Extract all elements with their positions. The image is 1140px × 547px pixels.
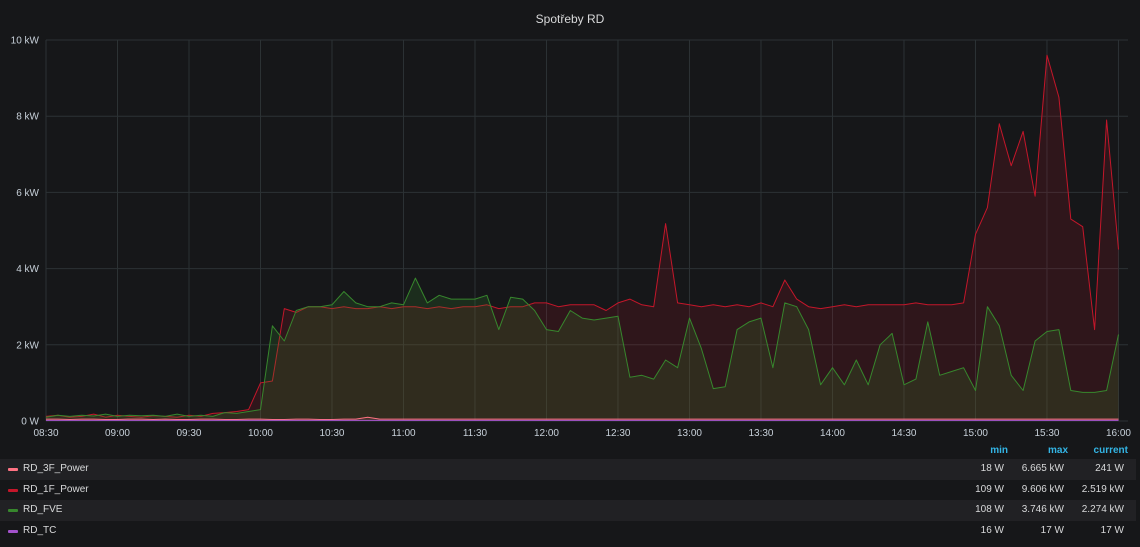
legend-header-max[interactable]: max [1047, 445, 1068, 456]
legend-row-rd-fve[interactable]: RD_FVE 108 W 3.746 kW 2.274 kW [0, 500, 1136, 521]
series-area-rd-1f-power [46, 55, 1119, 421]
y-tick-label: 6 kW [16, 188, 39, 199]
legend-max-value: 17 W [1040, 524, 1064, 536]
legend-current-value: 241 W [1095, 463, 1124, 474]
x-tick-label: 14:30 [891, 428, 916, 439]
legend: min max current RD_3F_Power 18 W 6.665 k… [0, 445, 1140, 541]
series-area-rd-fve [46, 278, 1119, 421]
x-tick-label: 13:00 [677, 428, 702, 439]
x-tick-label: 14:00 [820, 428, 845, 439]
legend-min-value: 18 W [980, 463, 1004, 474]
legend-row-rd-3f-power[interactable]: RD_3F_Power 18 W 6.665 kW 241 W [0, 459, 1136, 480]
legend-current-value: 17 W [1100, 524, 1124, 536]
legend-max-value: 6.665 kW [1021, 463, 1064, 474]
legend-row-rd-1f-power[interactable]: RD_1F_Power 109 W 9.606 kW 2.519 kW [0, 480, 1136, 501]
x-tick-label: 13:30 [748, 428, 773, 439]
x-tick-label: 16:00 [1106, 428, 1131, 439]
grid [45, 39, 1128, 422]
x-tick-label: 11:00 [391, 428, 416, 439]
legend-series-name[interactable]: RD_TC [23, 524, 57, 536]
legend-series-name[interactable]: RD_FVE [23, 504, 63, 515]
legend-header-current[interactable]: current [1093, 445, 1128, 456]
x-tick-label: 15:30 [1034, 428, 1059, 439]
legend-row-rd-tc[interactable]: RD_TC 16 W 17 W 17 W [0, 521, 1136, 542]
series-color-swatch[interactable] [8, 509, 18, 512]
y-tick-label: 2 kW [16, 340, 39, 351]
legend-min-value: 109 W [975, 483, 1004, 495]
x-axis: 08:30 09:00 09:30 10:00 10:30 11:00 11:30 12:00… [33, 428, 1131, 439]
legend-current-value: 2.519 kW [1081, 483, 1124, 495]
power-chart[interactable]: 0 W 2 kW 4 kW 6 kW 8 kW 10 kW 08:30 09:00 09:30… [0, 0, 1140, 445]
x-tick-label: 12:00 [534, 428, 559, 439]
y-tick-label: 0 W [21, 417, 39, 428]
legend-series-name[interactable]: RD_3F_Power [23, 463, 89, 474]
legend-header-min[interactable]: min [990, 445, 1008, 456]
x-tick-label: 12:30 [605, 428, 630, 439]
y-tick-label: 10 kW [11, 36, 40, 47]
panel-title: Spotřeby RD [535, 12, 605, 26]
legend-min-value: 16 W [980, 524, 1004, 536]
x-tick-label: 09:00 [105, 428, 130, 439]
y-tick-label: 8 kW [16, 112, 39, 123]
series-color-swatch[interactable] [8, 529, 18, 533]
series-color-swatch[interactable] [8, 468, 18, 471]
legend-max-value: 9.606 kW [1021, 483, 1064, 495]
legend-series-name[interactable]: RD_1F_Power [23, 483, 89, 495]
y-axis: 0 W 2 kW 4 kW 6 kW 8 kW 10 kW [11, 36, 40, 428]
x-tick-label: 08:30 [33, 428, 58, 439]
series-layer [45, 54, 1119, 421]
legend-max-value: 3.746 kW [1021, 504, 1064, 515]
y-tick-label: 4 kW [16, 264, 39, 275]
x-tick-label: 11:30 [463, 428, 488, 439]
series-line-rd-fve [45, 277, 1119, 418]
x-tick-label: 10:30 [319, 428, 344, 439]
x-tick-label: 15:00 [963, 428, 988, 439]
x-tick-label: 10:00 [248, 428, 273, 439]
legend-current-value: 2.274 kW [1081, 504, 1124, 515]
series-line-rd-3f-power [46, 416, 1119, 420]
series-color-swatch[interactable] [8, 488, 18, 492]
x-tick-label: 09:30 [176, 428, 201, 439]
legend-min-value: 108 W [975, 504, 1004, 515]
legend-header: min max current [0, 445, 1140, 459]
